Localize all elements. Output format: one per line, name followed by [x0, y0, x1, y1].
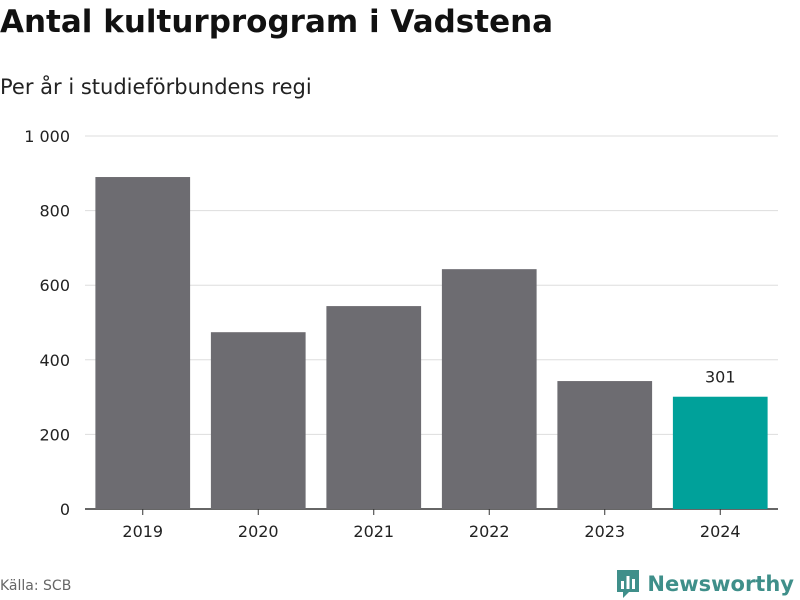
- chart-subtitle: Per år i studieförbundens regi: [0, 75, 312, 99]
- x-tick-label: 2022: [469, 522, 510, 541]
- tick-labels: 0 200 400 600 800 1 000 2019 2020 2021 2022 2023 20…: [24, 127, 740, 541]
- bar-2020: [210, 332, 306, 509]
- source-note: Källa: SCB: [0, 578, 72, 594]
- bar-2023: [557, 381, 653, 509]
- chart-title: Antal kulturprogram i Vadstena: [0, 4, 554, 40]
- bar-2021: [326, 306, 422, 509]
- y-tick-label: 400: [39, 351, 70, 370]
- gridlines: [85, 135, 778, 515]
- newsworthy-logo-icon: [617, 570, 640, 598]
- y-tick-label: 200: [39, 425, 70, 444]
- x-tick-label: 2021: [353, 522, 394, 541]
- x-tick-label: 2019: [122, 522, 163, 541]
- bars: [95, 177, 768, 509]
- data-label: 301: [705, 368, 736, 387]
- x-tick-label: 2024: [700, 522, 741, 541]
- y-tick-label: 1 000: [24, 127, 70, 146]
- x-tick-label: 2020: [238, 522, 279, 541]
- bar-2022: [441, 269, 537, 509]
- bar-2019: [95, 177, 191, 509]
- y-tick-label: 0: [60, 500, 70, 519]
- x-tick-label: 2023: [584, 522, 625, 541]
- y-tick-label: 600: [39, 276, 70, 295]
- bar-2024: [672, 396, 768, 509]
- brand-logo: Newsworthy: [616, 569, 794, 599]
- y-tick-label: 800: [39, 202, 70, 221]
- brand-name: Newsworthy: [647, 572, 794, 596]
